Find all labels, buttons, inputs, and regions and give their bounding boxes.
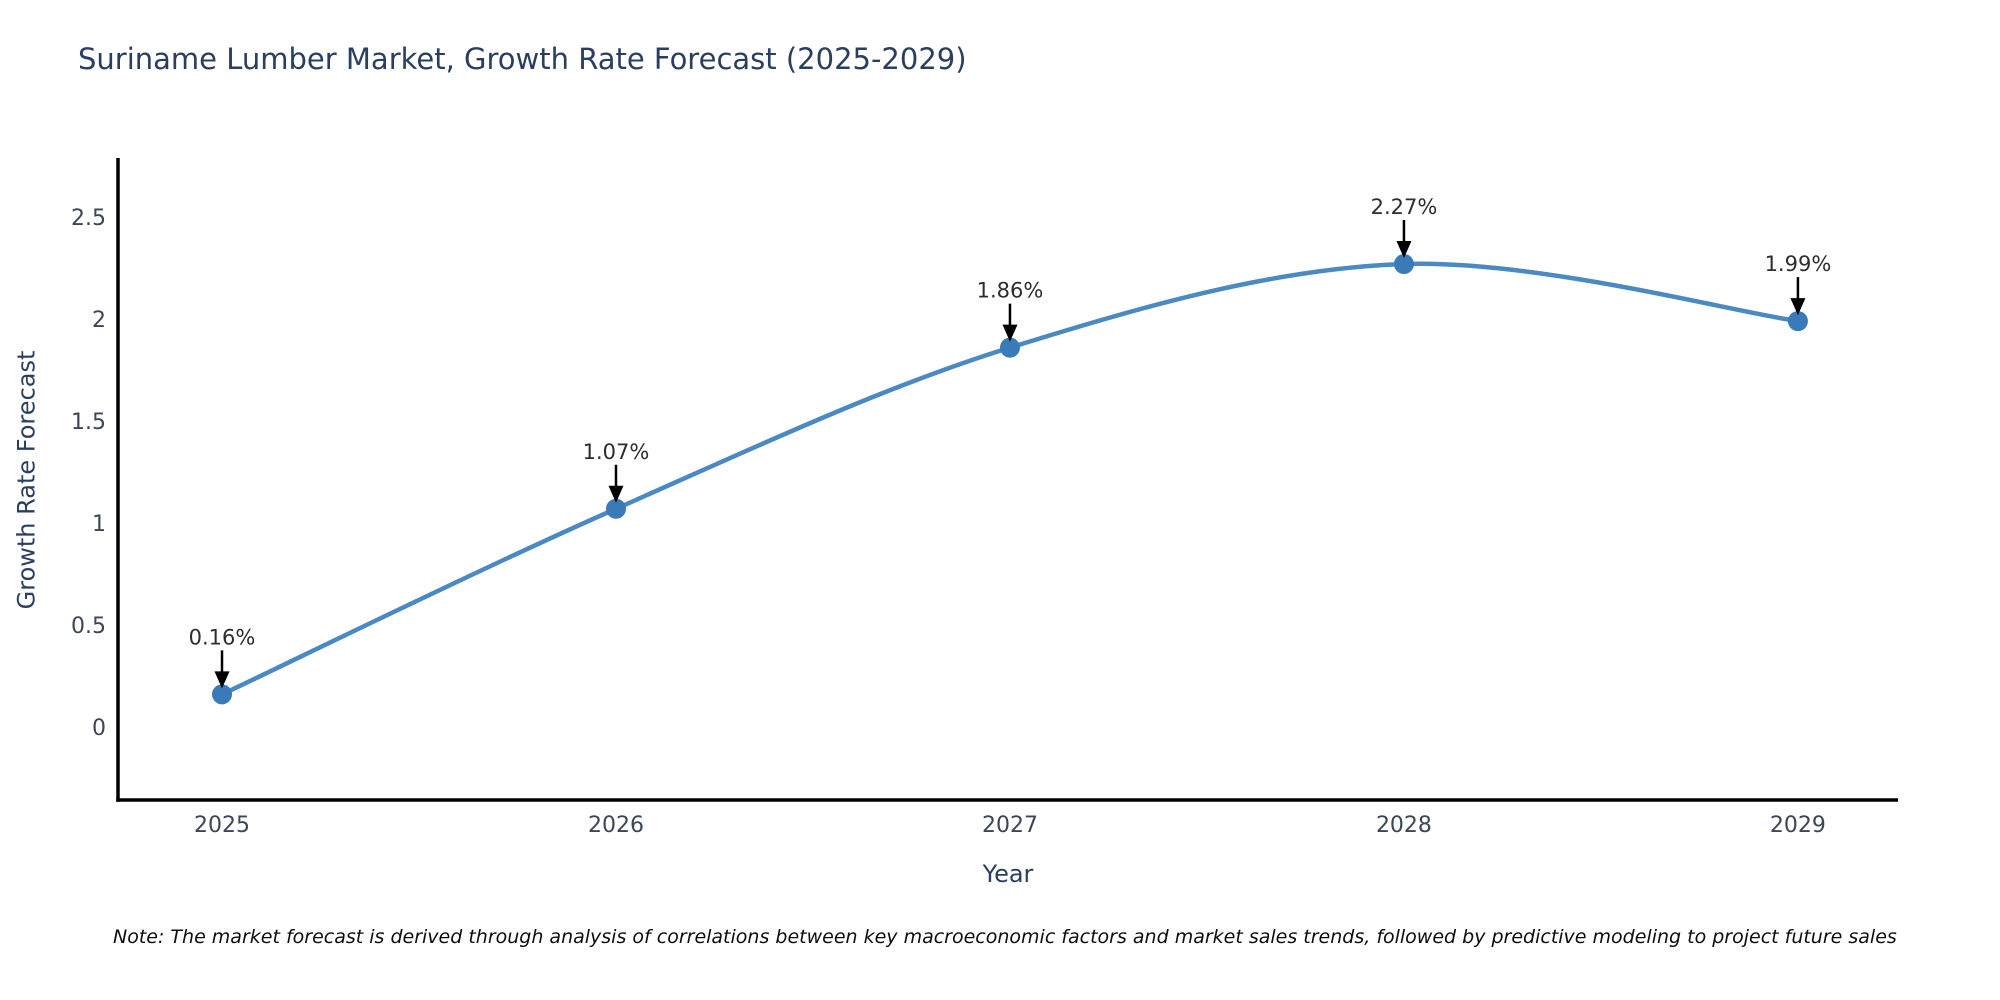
data-point-marker [1787, 311, 1808, 332]
data-point-label: 0.16% [189, 625, 256, 649]
data-point-label: 1.99% [1765, 252, 1832, 276]
data-point-marker [999, 337, 1020, 358]
data-point-marker [212, 684, 233, 705]
y-tick-label: 0 [92, 716, 106, 741]
y-tick-label: 0.5 [71, 614, 106, 639]
data-point-label: 1.86% [977, 279, 1044, 303]
x-tick-label: 2028 [1376, 813, 1432, 838]
y-tick-label: 2 [92, 308, 106, 333]
y-tick-label: 1.5 [71, 410, 106, 435]
annotation-arrow-head [608, 485, 624, 503]
data-point-marker [605, 498, 626, 519]
x-axis-title: Year [982, 860, 1034, 888]
y-tick-label: 2.5 [71, 206, 106, 231]
chart-title: Suriname Lumber Market, Growth Rate Fore… [78, 42, 967, 76]
x-tick-label: 2025 [194, 813, 250, 838]
annotation-arrow-head [214, 671, 230, 689]
annotation-arrow-head [1790, 298, 1806, 316]
annotation-arrow-head [1002, 324, 1018, 342]
annotation-arrow-head [1396, 241, 1412, 259]
data-point-label: 1.07% [583, 440, 650, 464]
footnote-text: Note: The market forecast is derived thr… [113, 926, 1897, 948]
x-tick-label: 2026 [588, 813, 644, 838]
y-tick-label: 1 [92, 512, 106, 537]
x-tick-label: 2029 [1770, 813, 1826, 838]
data-point-label: 2.27% [1371, 195, 1438, 219]
x-tick-label: 2027 [982, 813, 1038, 838]
y-axis-title-text: Growth Rate Forecast [12, 350, 40, 610]
y-axis-title: Growth Rate Forecast [4, 160, 48, 800]
data-point-marker [1393, 254, 1414, 275]
